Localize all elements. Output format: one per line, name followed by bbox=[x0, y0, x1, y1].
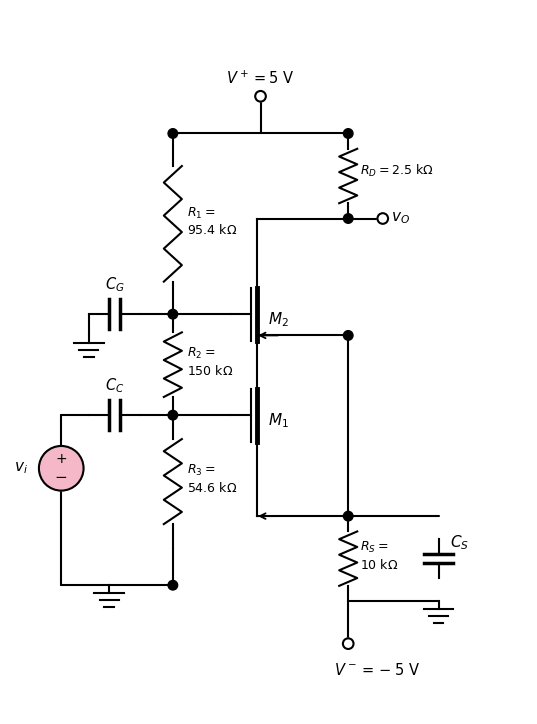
Text: $R_3 =$
$54.6\ \mathrm{k\Omega}$: $R_3 =$ $54.6\ \mathrm{k\Omega}$ bbox=[187, 463, 237, 494]
Text: $R_1 =$
$95.4\ \mathrm{k\Omega}$: $R_1 =$ $95.4\ \mathrm{k\Omega}$ bbox=[187, 206, 237, 237]
Text: −: − bbox=[55, 470, 68, 485]
Text: $C_G$: $C_G$ bbox=[105, 275, 124, 294]
Circle shape bbox=[39, 446, 84, 491]
Text: $M_2$: $M_2$ bbox=[268, 310, 289, 329]
Text: $M_1$: $M_1$ bbox=[268, 411, 289, 430]
Circle shape bbox=[344, 331, 353, 340]
Circle shape bbox=[344, 511, 353, 521]
Text: $v_O$: $v_O$ bbox=[391, 211, 410, 227]
Circle shape bbox=[344, 214, 353, 223]
Text: $v_i$: $v_i$ bbox=[14, 460, 28, 476]
Text: $C_S$: $C_S$ bbox=[450, 534, 469, 552]
Circle shape bbox=[378, 213, 388, 224]
Circle shape bbox=[343, 639, 353, 649]
Circle shape bbox=[168, 309, 178, 319]
Text: +: + bbox=[55, 452, 67, 466]
Text: $R_2 =$
$150\ \mathrm{k\Omega}$: $R_2 =$ $150\ \mathrm{k\Omega}$ bbox=[187, 346, 233, 378]
Text: $R_D = 2.5\ \mathrm{k\Omega}$: $R_D = 2.5\ \mathrm{k\Omega}$ bbox=[360, 163, 433, 179]
Text: $V^- = -5\ \mathrm{V}$: $V^- = -5\ \mathrm{V}$ bbox=[335, 662, 420, 678]
Circle shape bbox=[168, 129, 178, 138]
Circle shape bbox=[255, 91, 266, 101]
Circle shape bbox=[344, 129, 353, 138]
Circle shape bbox=[168, 581, 178, 590]
Circle shape bbox=[168, 411, 178, 420]
Text: $V^+ = 5\ \mathrm{V}$: $V^+ = 5\ \mathrm{V}$ bbox=[227, 70, 295, 87]
Text: $R_S =$
$10\ \mathrm{k\Omega}$: $R_S =$ $10\ \mathrm{k\Omega}$ bbox=[360, 540, 398, 572]
Text: $C_C$: $C_C$ bbox=[105, 376, 124, 395]
